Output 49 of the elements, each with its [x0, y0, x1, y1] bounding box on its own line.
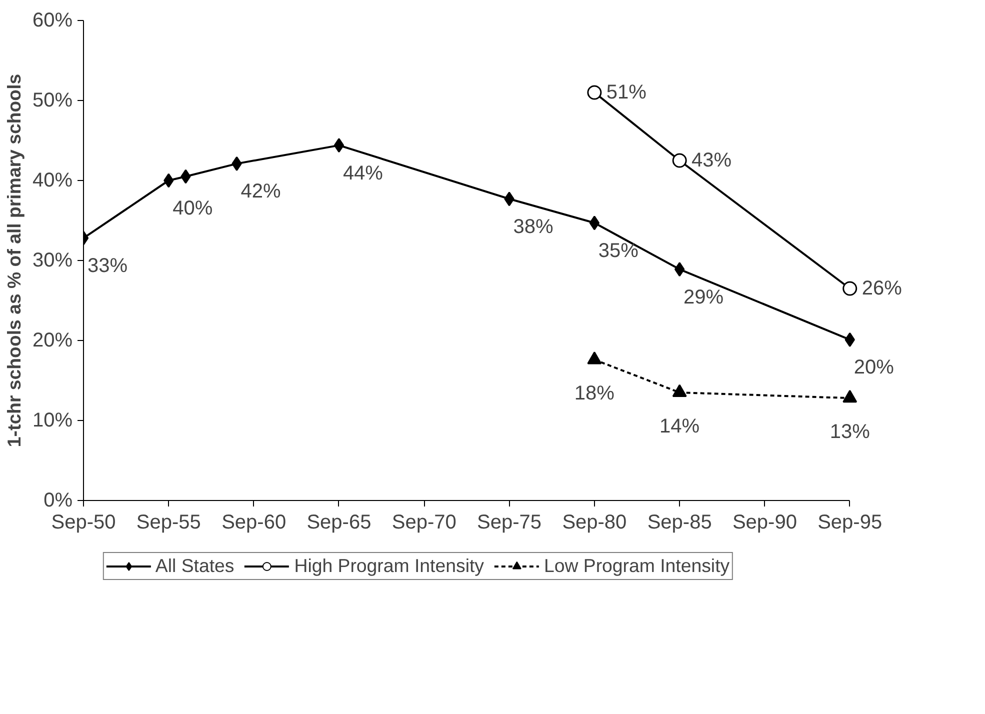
y-tick-label: 30%	[32, 250, 73, 272]
x-tick-label: Sep-90	[732, 512, 797, 534]
x-tick-label: Sep-95	[818, 512, 882, 534]
x-tick-label: Sep-70	[392, 512, 456, 534]
data-label: 33%	[87, 255, 128, 278]
x-tick-label: Sep-75	[477, 512, 542, 534]
y-tick-label: 0%	[44, 490, 73, 512]
x-tick-label: Sep-50	[51, 512, 116, 534]
data-label: 43%	[692, 150, 732, 172]
data-label: 44%	[342, 162, 384, 184]
data-label: 51%	[606, 82, 647, 104]
x-tick-label: Sep-85	[647, 512, 712, 534]
data-label: 35%	[598, 240, 639, 262]
point	[589, 216, 600, 230]
data-label: 29%	[684, 286, 724, 308]
point	[504, 192, 514, 206]
point	[674, 262, 685, 277]
x-tick-label: Sep-65	[306, 512, 372, 534]
point	[587, 85, 602, 100]
point	[672, 153, 687, 168]
point	[842, 281, 858, 296]
legend-label: Low Program Intensity	[544, 555, 730, 577]
point	[232, 156, 242, 171]
y-axis-title: 1-tchr schools as % of all primary schools	[3, 74, 24, 448]
data-label: 14%	[660, 416, 700, 438]
x-tick-label: Sep-80	[562, 512, 627, 534]
y-tick-label: 50%	[32, 90, 73, 112]
x-tick-label: Sep-55	[136, 512, 201, 534]
data-label: 40%	[172, 198, 213, 220]
data-label: 18%	[574, 382, 615, 405]
point	[334, 138, 344, 153]
data-label: 13%	[830, 421, 870, 444]
point	[164, 173, 174, 188]
data-label: 38%	[513, 216, 554, 238]
data-label: 26%	[862, 278, 902, 300]
point	[844, 332, 855, 347]
point	[587, 351, 602, 364]
y-tick-label: 10%	[32, 410, 73, 432]
y-tick-label: 60%	[32, 10, 73, 32]
data-label: 20%	[854, 356, 894, 379]
point	[180, 169, 191, 184]
x-tick-label: Sep-60	[222, 512, 286, 534]
legend-label: High Program Intensity	[294, 555, 484, 577]
y-tick-label: 20%	[32, 330, 73, 352]
legend-label: All States	[155, 555, 234, 577]
data-label: 42%	[240, 180, 281, 203]
point	[672, 384, 687, 398]
point	[842, 390, 858, 403]
y-tick-label: 40%	[32, 170, 73, 192]
